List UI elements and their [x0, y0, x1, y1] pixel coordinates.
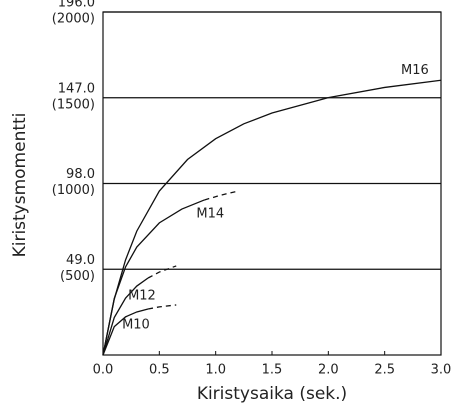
y-tick-label: 49.0: [66, 253, 95, 268]
x-tick-label: 1.5: [262, 363, 283, 378]
x-tick-label: 0.0: [93, 363, 114, 378]
curve: [204, 190, 239, 201]
y-tick-alt-label: (500): [60, 269, 95, 284]
series-label: M12: [128, 289, 156, 304]
x-tick-label: 1.0: [205, 363, 226, 378]
x-tick-label: 2.5: [374, 363, 395, 378]
x-axis-title: Kiristysaika (sek.): [197, 384, 347, 404]
y-tick-alt-label: (1500): [52, 97, 95, 112]
curve: [102, 277, 149, 356]
series-label: M16: [401, 63, 429, 78]
y-tick-alt-label: (1000): [52, 183, 95, 198]
y-tick-label: 147.0: [58, 81, 95, 96]
y-tick-label: 196.0: [58, 0, 95, 11]
y-tick-alt-label: (2000): [52, 12, 95, 27]
x-tick-label: 0.5: [149, 363, 170, 378]
curve: [102, 199, 205, 356]
x-tick-label: 3.0: [431, 363, 451, 378]
x-tick-label: 2.0: [318, 363, 339, 378]
curve: [102, 79, 442, 356]
series-label: M14: [196, 206, 224, 221]
curve: [102, 308, 149, 356]
series-label: M10: [122, 317, 150, 332]
curve: [147, 304, 177, 310]
curve: [147, 265, 177, 279]
y-tick-label: 98.0: [66, 167, 95, 182]
y-axis-title: Kiristysmomentti: [10, 113, 30, 258]
